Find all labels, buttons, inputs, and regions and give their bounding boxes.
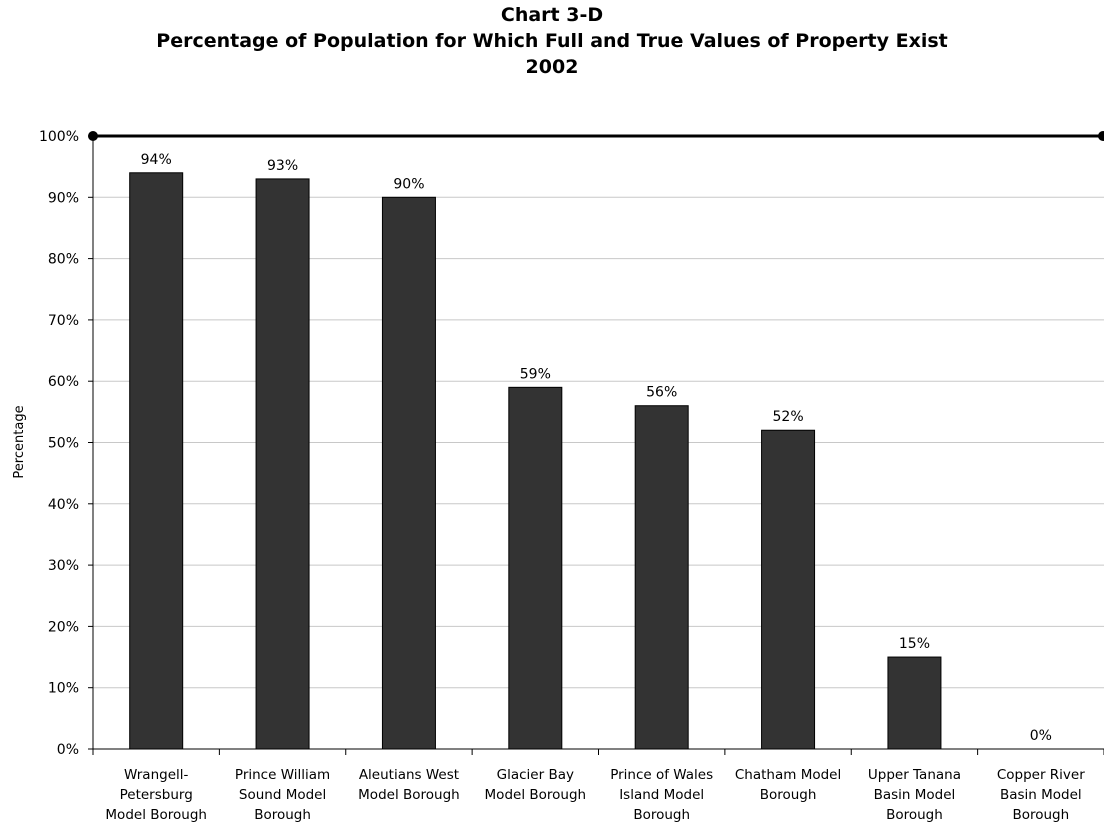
x-tick-label: Chatham Model Borough [735, 767, 841, 803]
y-tick-label: 100% [39, 129, 79, 145]
x-tick-label: Prince of Wales Island Model Borough [610, 767, 713, 823]
bar [508, 386, 563, 750]
bar [381, 196, 436, 750]
y-tick-label: 90% [48, 190, 79, 206]
chart-subtitle: Percentage of Population for Which Full … [156, 30, 948, 52]
data-label: 93% [267, 158, 298, 174]
x-tick-label: Aleutians West Model Borough [358, 767, 460, 803]
data-label: 52% [773, 409, 804, 425]
reference-line-marker-right [1098, 131, 1104, 141]
data-label: 59% [520, 366, 551, 382]
chart-subtitle-year: 2002 [525, 56, 579, 78]
data-label: 90% [393, 176, 424, 192]
x-tick-label: Wrangell-Petersburg Model Borough [105, 767, 207, 823]
y-axis-title: Percentage [12, 405, 27, 478]
gridlines [93, 196, 1104, 689]
y-tick-label: 10% [48, 681, 79, 697]
bar [255, 178, 310, 750]
bar [634, 405, 689, 750]
labels: 0% 10% 20% 30% 40% 50% 60% 70% 80% 90% 100% 94% Wran… [39, 129, 1085, 823]
y-tick-label: 40% [48, 497, 79, 513]
chart-title: Chart 3-D [500, 4, 604, 26]
y-tick-label: 70% [48, 313, 79, 329]
x-tick-label: Glacier Bay Model Borough [485, 767, 587, 803]
bar [129, 172, 184, 750]
data-label: 0% [1030, 728, 1052, 744]
data-label: 94% [141, 152, 172, 168]
y-tick-label: 50% [48, 436, 79, 452]
y-tick-label: 80% [48, 252, 79, 268]
data-label: 56% [646, 385, 677, 401]
x-tick-label: Prince William Sound Model Borough [235, 767, 330, 823]
bars [129, 172, 942, 750]
x-tick-label: Copper River Basin Model Borough [997, 767, 1085, 823]
axes [88, 131, 1104, 755]
bar [761, 429, 816, 750]
y-tick-label: 0% [57, 742, 79, 758]
x-tick-label: Upper Tanana Basin Model Borough [868, 767, 961, 823]
data-label: 15% [899, 636, 930, 652]
y-tick-label: 60% [48, 374, 79, 390]
chart-title-block: Chart 3-D Percentage of Population for W… [0, 2, 1104, 80]
y-tick-label: 30% [48, 558, 79, 574]
y-tick-label: 20% [48, 619, 79, 635]
bar [887, 656, 942, 750]
